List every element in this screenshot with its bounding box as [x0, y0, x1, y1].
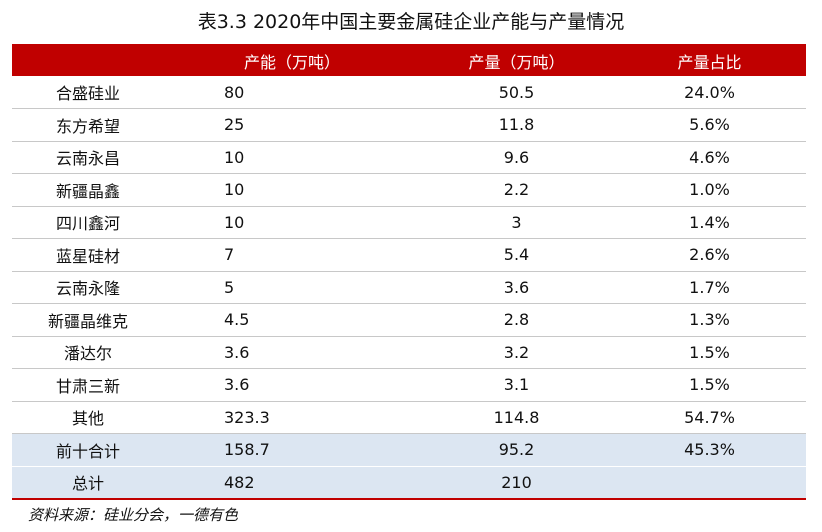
output-cell: 50.5	[498, 82, 535, 102]
table-body: 合盛硅业 80 50.5 24.0% 东方希望 25 11.8 5.6% 云南永…	[12, 76, 806, 499]
capacity-cell: 25	[224, 115, 245, 135]
subtotal-label: 前十合计	[55, 441, 120, 461]
capacity-cell: 5	[224, 277, 235, 297]
output-cell: 3.1	[503, 375, 530, 395]
table-row: 其他 323.3 114.8 54.7%	[12, 401, 806, 434]
output-cell: 2.2	[503, 180, 530, 200]
capacity-cell: 10	[224, 212, 245, 232]
capacity-cell: 323.3	[224, 407, 270, 427]
table-title: 表3.3 2020年中国主要金属硅企业产能与产量情况	[197, 11, 625, 33]
subtotal-capacity: 158.7	[224, 440, 270, 460]
company-cell: 东方希望	[55, 116, 120, 136]
subtotal-output: 95.2	[498, 440, 535, 460]
capacity-cell: 10	[224, 147, 245, 167]
company-cell: 云南永昌	[55, 149, 120, 169]
output-cell: 2.8	[503, 310, 530, 330]
table-row: 潘达尔 3.6 3.2 1.5%	[12, 336, 806, 369]
total-capacity: 482	[224, 472, 255, 492]
table-row: 新疆晶鑫 10 2.2 1.0%	[12, 174, 806, 206]
company-cell: 甘肃三新	[55, 376, 120, 396]
source-note: 资料来源：硅业分会，一德有色	[28, 506, 239, 524]
table-row: 合盛硅业 80 50.5 24.0%	[12, 76, 806, 109]
company-cell: 蓝星硅材	[55, 246, 120, 266]
company-cell: 云南永隆	[55, 279, 120, 299]
capacity-cell: 7	[224, 245, 235, 265]
production-table: 产能（万吨） 产量（万吨） 产量占比 合盛硅业 80 50.5 24.0% 东方…	[12, 46, 806, 500]
table-row: 蓝星硅材 7 5.4 2.6%	[12, 239, 806, 271]
header-row: 产能（万吨） 产量（万吨） 产量占比	[12, 46, 806, 76]
company-cell: 新疆晶维克	[47, 311, 128, 331]
total-share	[613, 466, 806, 499]
share-cell: 24.0%	[684, 82, 735, 102]
header-capacity: 产能（万吨）	[243, 53, 340, 72]
output-cell: 3.2	[503, 342, 530, 362]
header-output: 产量（万吨）	[468, 53, 565, 72]
capacity-cell: 10	[224, 180, 245, 200]
table-row: 新疆晶维克 4.5 2.8 1.3%	[12, 304, 806, 336]
capacity-cell: 3.6	[224, 342, 250, 362]
company-cell: 其他	[71, 409, 104, 429]
total-label: 总计	[71, 474, 104, 493]
table-row: 甘肃三新 3.6 3.1 1.5%	[12, 369, 806, 401]
table-row: 云南永隆 5 3.6 1.7%	[12, 271, 806, 304]
output-cell: 9.6	[503, 147, 530, 167]
table-row: 东方希望 25 11.8 5.6%	[12, 109, 806, 141]
share-cell: 1.7%	[689, 277, 730, 297]
capacity-cell: 4.5	[224, 310, 250, 330]
share-cell: 5.6%	[689, 115, 730, 135]
table-row: 四川鑫河 10 3 1.4%	[12, 206, 806, 239]
share-cell: 2.6%	[689, 245, 730, 265]
company-cell: 合盛硅业	[55, 84, 120, 103]
share-cell: 1.5%	[689, 342, 730, 362]
output-cell: 114.8	[493, 407, 540, 427]
header-share: 产量占比	[677, 53, 742, 72]
total-row: 总计 482 210	[12, 466, 806, 499]
subtotal-share: 45.3%	[684, 440, 735, 460]
capacity-cell: 3.6	[224, 375, 250, 395]
total-output: 210	[501, 472, 532, 492]
table-frame: 产能（万吨） 产量（万吨） 产量占比 合盛硅业 80 50.5 24.0% 东方…	[12, 44, 806, 500]
company-cell: 新疆晶鑫	[55, 181, 120, 201]
output-cell: 3.6	[503, 277, 530, 297]
table-row: 云南永昌 10 9.6 4.6%	[12, 141, 806, 174]
company-cell: 潘达尔	[63, 344, 112, 364]
output-cell: 11.8	[498, 115, 535, 135]
table-header: 产能（万吨） 产量（万吨） 产量占比	[12, 46, 806, 76]
share-cell: 1.4%	[689, 212, 730, 232]
capacity-cell: 80	[224, 82, 245, 102]
share-cell: 54.7%	[684, 407, 735, 427]
share-cell: 1.0%	[689, 180, 730, 200]
subtotal-row: 前十合计 158.7 95.2 45.3%	[12, 433, 806, 466]
company-cell: 四川鑫河	[55, 214, 120, 234]
output-cell: 3	[511, 212, 522, 232]
share-cell: 1.5%	[689, 375, 730, 395]
share-cell: 1.3%	[689, 310, 730, 330]
output-cell: 5.4	[503, 245, 530, 265]
share-cell: 4.6%	[689, 147, 730, 167]
header-company	[12, 46, 164, 76]
